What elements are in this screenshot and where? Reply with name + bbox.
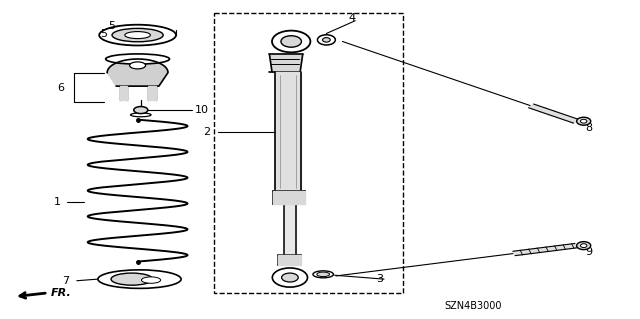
- Polygon shape: [273, 191, 305, 204]
- Polygon shape: [529, 104, 579, 123]
- Polygon shape: [269, 54, 303, 72]
- Ellipse shape: [273, 268, 308, 287]
- Ellipse shape: [577, 117, 591, 125]
- Ellipse shape: [313, 271, 333, 278]
- Polygon shape: [313, 271, 333, 278]
- Ellipse shape: [111, 273, 153, 285]
- Ellipse shape: [131, 113, 151, 117]
- Ellipse shape: [323, 38, 330, 42]
- Ellipse shape: [282, 273, 298, 282]
- Polygon shape: [278, 255, 301, 265]
- Text: 6: 6: [57, 83, 64, 93]
- Ellipse shape: [98, 270, 181, 288]
- Ellipse shape: [141, 277, 161, 283]
- Polygon shape: [120, 86, 127, 100]
- Polygon shape: [284, 204, 296, 255]
- Polygon shape: [513, 243, 577, 256]
- Ellipse shape: [317, 272, 330, 277]
- Text: 3: 3: [376, 274, 383, 284]
- Text: 8: 8: [585, 122, 593, 133]
- Text: 9: 9: [585, 247, 593, 257]
- Text: SZN4B3000: SZN4B3000: [445, 301, 502, 311]
- Polygon shape: [148, 86, 156, 100]
- Ellipse shape: [106, 54, 170, 64]
- Ellipse shape: [112, 28, 163, 42]
- Ellipse shape: [281, 36, 301, 47]
- Text: 1: 1: [54, 197, 61, 207]
- Polygon shape: [275, 72, 301, 191]
- Ellipse shape: [134, 107, 148, 114]
- Ellipse shape: [99, 25, 176, 46]
- Text: 7: 7: [62, 276, 69, 286]
- Ellipse shape: [317, 35, 335, 45]
- Ellipse shape: [580, 119, 587, 123]
- Ellipse shape: [129, 62, 146, 69]
- Text: 4: 4: [348, 12, 356, 23]
- Polygon shape: [107, 59, 168, 86]
- Ellipse shape: [125, 32, 150, 39]
- Ellipse shape: [580, 244, 587, 248]
- Ellipse shape: [577, 242, 591, 249]
- Bar: [214, 13, 403, 293]
- Text: 2: 2: [203, 127, 210, 137]
- Text: 5: 5: [100, 29, 107, 40]
- Text: 10: 10: [195, 105, 209, 115]
- Text: 5: 5: [108, 21, 115, 31]
- Ellipse shape: [272, 31, 310, 52]
- Text: FR.: FR.: [51, 288, 72, 299]
